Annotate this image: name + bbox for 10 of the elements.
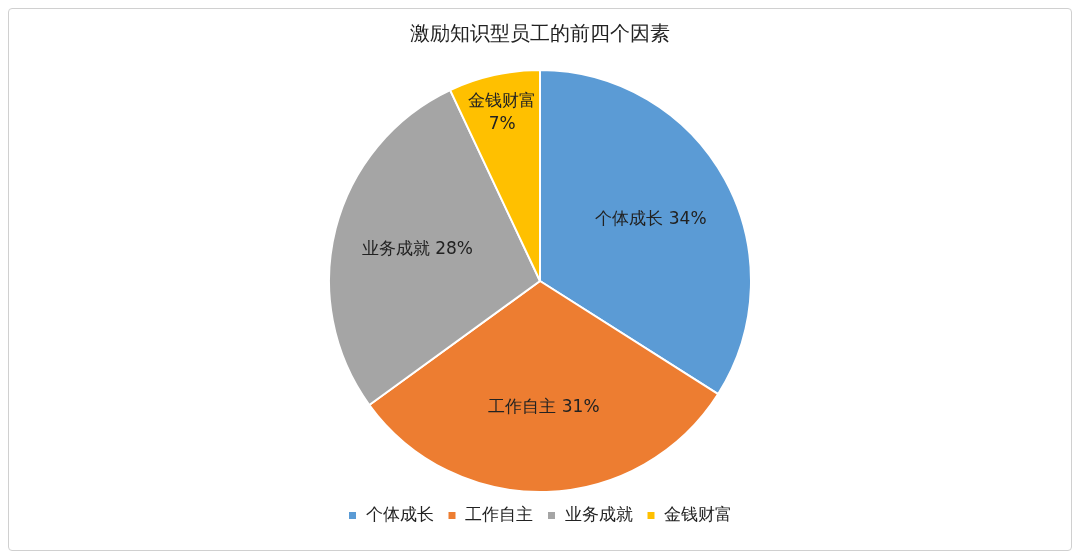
- chart-title: 激励知识型员工的前四个因素: [410, 21, 670, 46]
- category-label: 工作自主 31%: [488, 395, 600, 416]
- data-label: 7%: [488, 112, 516, 133]
- slice-label: 金钱财富: [468, 89, 537, 110]
- category-label: 个体成长 34%: [595, 208, 707, 229]
- legend-label: 金钱财富: [664, 503, 732, 524]
- category-label: 业务成就 28%: [361, 237, 473, 258]
- legend-label: 个体成长: [365, 503, 434, 524]
- legend-label: 工作自主: [465, 503, 533, 524]
- legend-label: 业务成就: [564, 503, 633, 524]
